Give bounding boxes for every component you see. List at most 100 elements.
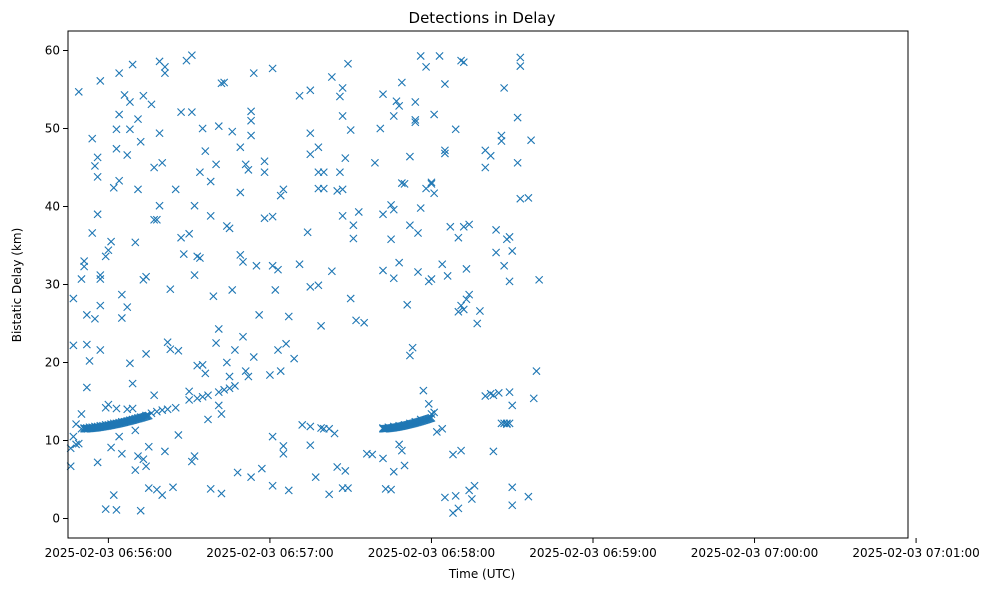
data-point xyxy=(236,143,245,152)
data-point xyxy=(212,160,221,169)
data-point xyxy=(131,466,140,475)
data-point xyxy=(335,168,344,177)
data-point xyxy=(306,129,315,138)
data-point xyxy=(462,264,471,273)
data-point xyxy=(465,290,474,299)
data-point xyxy=(117,290,126,299)
data-point xyxy=(120,90,129,99)
data-point xyxy=(142,462,151,471)
data-point xyxy=(220,385,229,394)
data-point xyxy=(403,300,412,309)
data-point xyxy=(136,137,145,146)
data-point xyxy=(489,391,498,400)
data-point xyxy=(204,391,212,400)
data-point xyxy=(268,212,277,221)
data-point xyxy=(158,491,167,500)
data-point xyxy=(193,252,202,261)
data-point xyxy=(411,115,420,124)
data-point xyxy=(397,446,406,455)
data-point xyxy=(123,303,132,312)
data-point xyxy=(115,110,124,119)
data-point xyxy=(201,369,210,378)
data-point xyxy=(532,367,541,376)
x-axis-label: Time (UTC) xyxy=(448,567,515,581)
data-point xyxy=(90,314,99,323)
data-point xyxy=(134,452,142,461)
data-point xyxy=(440,146,449,155)
data-point xyxy=(115,69,124,78)
data-point xyxy=(185,395,194,404)
data-point xyxy=(327,267,336,276)
data-point xyxy=(160,62,169,71)
data-point xyxy=(209,292,218,301)
data-point xyxy=(252,261,261,270)
data-point xyxy=(387,235,396,244)
data-point xyxy=(236,188,245,197)
data-point xyxy=(155,129,164,138)
data-point xyxy=(505,388,514,397)
data-point xyxy=(473,319,482,328)
data-point xyxy=(93,210,102,219)
data-point xyxy=(128,379,137,388)
data-point xyxy=(93,172,102,181)
data-point xyxy=(346,294,355,303)
data-point xyxy=(344,484,352,493)
data-point xyxy=(438,260,447,269)
data-point xyxy=(193,394,202,403)
data-point xyxy=(236,250,245,259)
data-point xyxy=(214,122,223,131)
data-point xyxy=(96,271,105,280)
data-point xyxy=(260,168,269,177)
data-point xyxy=(214,388,223,397)
y-tick-label: 10 xyxy=(45,434,60,448)
data-point xyxy=(379,266,387,275)
data-point xyxy=(260,214,269,223)
data-point xyxy=(298,420,307,429)
data-point xyxy=(160,69,169,78)
data-point xyxy=(395,101,404,110)
data-point xyxy=(80,262,89,271)
data-point xyxy=(152,407,161,416)
data-point xyxy=(516,194,525,203)
data-point xyxy=(524,193,533,202)
data-point xyxy=(454,233,463,242)
data-point xyxy=(77,275,86,284)
data-point xyxy=(459,222,468,231)
data-point xyxy=(268,64,277,73)
data-point xyxy=(333,463,342,472)
data-point xyxy=(465,220,474,229)
data-point xyxy=(502,419,511,428)
data-point xyxy=(268,481,277,490)
data-point xyxy=(195,253,204,262)
data-point xyxy=(290,354,299,363)
data-point xyxy=(93,458,102,467)
data-point xyxy=(166,345,175,354)
data-point xyxy=(295,260,304,269)
data-point xyxy=(174,346,183,355)
data-point xyxy=(317,321,326,330)
data-point xyxy=(435,51,444,60)
data-point xyxy=(295,91,304,100)
data-point xyxy=(128,60,137,69)
data-point xyxy=(247,131,256,140)
data-point xyxy=(284,312,293,321)
data-point xyxy=(494,388,503,397)
data-point xyxy=(171,403,180,412)
data-point xyxy=(125,359,134,368)
data-point xyxy=(416,204,425,213)
data-point xyxy=(282,339,291,348)
data-point xyxy=(155,201,164,210)
data-point xyxy=(454,307,463,316)
data-point xyxy=(440,493,449,502)
data-point xyxy=(405,152,414,161)
data-point xyxy=(152,215,161,224)
data-markers xyxy=(66,51,544,518)
data-point xyxy=(389,112,398,121)
data-point xyxy=(177,108,186,117)
data-point xyxy=(206,211,215,220)
data-point xyxy=(88,229,97,238)
data-point xyxy=(190,271,199,280)
data-point xyxy=(379,454,387,463)
data-point xyxy=(505,419,514,428)
data-point xyxy=(212,339,221,347)
